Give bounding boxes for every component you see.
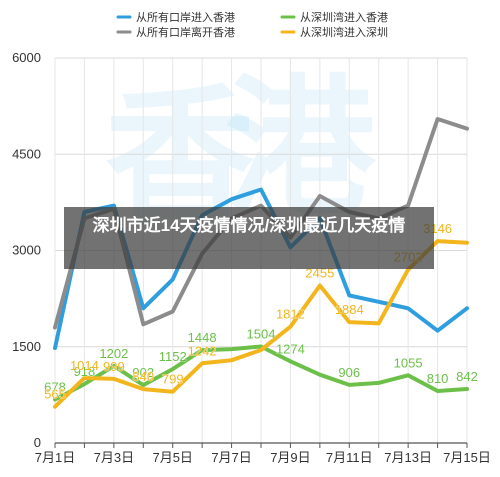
- overlay-banner-title: 深圳市近14天疫情情况/深圳最近几天疫情: [64, 207, 434, 269]
- data-label: 1202: [99, 346, 128, 361]
- y-tick-label: 4500: [12, 146, 41, 161]
- data-label: 1152: [159, 349, 187, 364]
- data-label: 1504: [247, 326, 276, 341]
- x-tick-label: 7月9日: [270, 450, 310, 465]
- legend-label: 从深圳湾进入深圳: [300, 25, 388, 39]
- y-tick-label: 3000: [12, 243, 41, 258]
- data-label: 1274: [276, 341, 305, 356]
- data-label: 918: [74, 364, 96, 379]
- data-label: 840: [132, 369, 154, 384]
- data-label: 842: [456, 369, 478, 384]
- legend-label: 从所有口岸离开香港: [136, 25, 235, 39]
- x-tick-label: 7月11日: [326, 450, 373, 465]
- x-tick-label: 7月7日: [211, 450, 251, 465]
- x-tick-label: 7月5日: [152, 450, 192, 465]
- data-label: 2455: [305, 265, 334, 280]
- y-tick-label: 6000: [12, 50, 41, 65]
- series-line-4: [53, 239, 469, 409]
- data-label: 810: [427, 371, 449, 386]
- axes: 0 1500 3000 4500 6000 7月1日 7月3日 7月5日 7月7日 7月9日 7月1…: [12, 50, 491, 465]
- data-label: 1812: [276, 307, 305, 322]
- legend-label: 从深圳湾进入香港: [300, 10, 388, 24]
- data-label: 906: [338, 365, 360, 380]
- data-label: 1014: [70, 358, 99, 373]
- data-label: 902: [132, 365, 154, 380]
- data-label: 999: [103, 359, 125, 374]
- y-tick-label: 0: [34, 435, 41, 450]
- data-label: 678: [44, 379, 66, 394]
- series-line-3: [53, 344, 469, 402]
- x-tick-label: 7月3日: [94, 450, 134, 465]
- data-label: 1055: [394, 355, 423, 370]
- data-label: 1448: [188, 330, 217, 345]
- y-tick-label: 1500: [12, 339, 41, 354]
- x-tick-label: 7月15日: [443, 450, 491, 465]
- data-label: 799: [162, 372, 184, 387]
- x-tick-label: 7月1日: [35, 450, 75, 465]
- legend-label: 从所有口岸进入香港: [136, 10, 235, 24]
- data-label: 565: [44, 387, 66, 402]
- data-label: 1242: [188, 343, 217, 358]
- x-tick-label: 7月13日: [384, 450, 432, 465]
- data-label: 1884: [335, 302, 364, 317]
